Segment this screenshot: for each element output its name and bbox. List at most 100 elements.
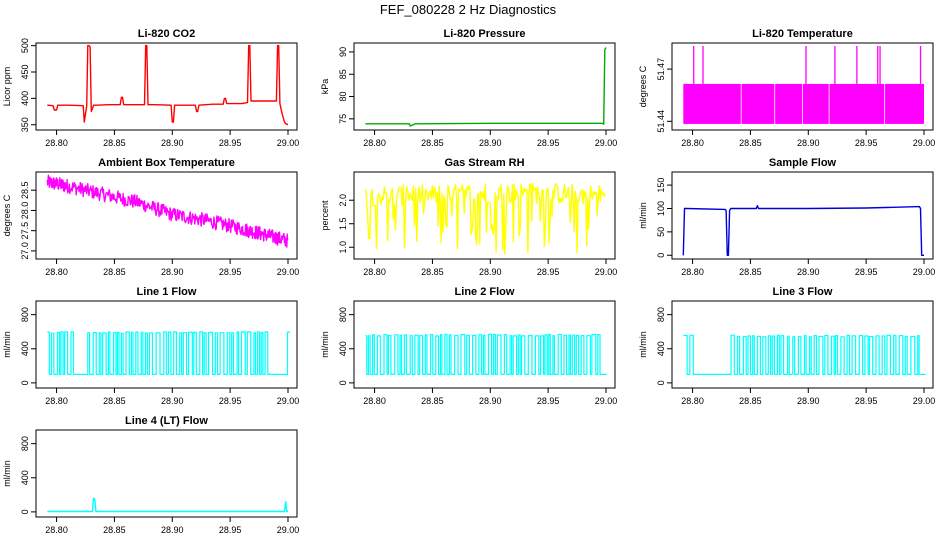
x-tick-label: 28.80 <box>681 267 704 277</box>
x-tick-label: 28.80 <box>681 138 704 148</box>
x-tick-label: 28.85 <box>103 267 126 277</box>
x-tick-label: 29.00 <box>595 267 618 277</box>
data-layer <box>364 182 606 255</box>
data-layer <box>682 204 924 257</box>
y-tick-label: 450 <box>20 64 30 79</box>
data-layer <box>365 333 607 375</box>
panel-co2: Li-820 CO2 Licor ppm 28.80 28.85 28.90 28.95 2… <box>2 28 299 148</box>
x-tick-label: 28.80 <box>363 267 386 277</box>
data-line <box>365 333 607 375</box>
y-tick-label: 0 <box>656 253 666 258</box>
y-tick-label: 28.5 <box>20 181 30 199</box>
chart-title: Line 4 (LT) Flow <box>125 415 208 427</box>
x-tick-label: 29.00 <box>595 138 618 148</box>
x-tick-label: 28.95 <box>219 138 242 148</box>
y-tick-label: 800 <box>20 436 30 451</box>
data-line <box>46 174 289 248</box>
x-tick-label: 28.85 <box>421 396 444 406</box>
y-tick-label: 85 <box>338 69 348 79</box>
y-axis-label: kPa <box>320 79 330 95</box>
y-tick-label: 150 <box>656 178 666 193</box>
x-tick-label: 28.85 <box>421 138 444 148</box>
y-tick-label: 400 <box>338 341 348 356</box>
y-axis-label: ml/min <box>2 460 12 487</box>
plot-frame <box>671 300 934 389</box>
x-tick-label: 28.85 <box>103 138 126 148</box>
y-tick-label: 27.0 <box>20 242 30 260</box>
plot-frame <box>35 429 298 518</box>
y-tick-label: 90 <box>338 47 348 57</box>
x-tick-label: 28.95 <box>855 267 878 277</box>
y-tick-label: 28.0 <box>20 202 30 220</box>
y-tick-label: 80 <box>338 92 348 102</box>
panel-pressure: Li-820 Pressure kPa 28.80 28.85 28.90 28.95 29… <box>320 28 617 148</box>
y-tick-label: 0 <box>20 509 30 514</box>
x-tick-label: 28.95 <box>855 138 878 148</box>
panel-box-temp: Ambient Box Temperature degrees C 28.80 28.… <box>2 157 299 277</box>
chart-title: Line 3 Flow <box>773 286 833 298</box>
y-axis-label: percent <box>320 200 330 231</box>
x-tick-label: 28.95 <box>537 138 560 148</box>
x-tick-label: 28.90 <box>161 525 184 535</box>
y-tick-label: 0 <box>20 380 30 385</box>
x-tick-label: 28.80 <box>363 138 386 148</box>
y-tick-label: 800 <box>20 307 30 322</box>
panel-line1-flow: Line 1 Flow ml/min 28.80 28.85 28.90 28.95 29.… <box>2 286 299 406</box>
plot-frame <box>35 42 298 131</box>
panel-line2-flow: Line 2 Flow ml/min 28.80 28.85 28.90 28.95 29.… <box>320 286 617 406</box>
data-layer <box>46 174 289 248</box>
y-axis-label: ml/min <box>320 331 330 358</box>
y-tick-label: 50 <box>656 227 666 237</box>
x-tick-label: 28.95 <box>219 267 242 277</box>
x-tick-label: 28.90 <box>797 396 820 406</box>
x-tick-label: 28.85 <box>103 396 126 406</box>
x-tick-label: 28.85 <box>103 525 126 535</box>
panel-line3-flow: Line 3 Flow ml/min 28.80 28.85 28.90 28.95 29.… <box>638 286 935 406</box>
y-tick-label: 51.44 <box>656 110 666 133</box>
data-band <box>683 83 924 124</box>
chart-title: Li-820 CO2 <box>138 28 195 40</box>
data-layer <box>47 497 288 513</box>
x-tick-label: 28.85 <box>421 267 444 277</box>
x-tick-label: 29.00 <box>913 138 936 148</box>
y-tick-label: 0 <box>656 380 666 385</box>
data-line <box>365 47 607 127</box>
x-tick-label: 28.80 <box>45 138 68 148</box>
data-layer <box>365 47 607 127</box>
chart-title: Li-820 Temperature <box>752 28 853 40</box>
x-tick-label: 28.90 <box>479 267 502 277</box>
x-tick-label: 28.90 <box>797 267 820 277</box>
y-tick-label: 51.47 <box>656 58 666 81</box>
data-layer <box>683 46 924 124</box>
y-tick-label: 400 <box>656 341 666 356</box>
x-tick-label: 29.00 <box>277 396 300 406</box>
y-axis-label: Licor ppm <box>2 67 12 107</box>
y-tick-label: 400 <box>20 91 30 106</box>
data-line <box>47 44 289 126</box>
x-tick-label: 28.95 <box>537 396 560 406</box>
data-layer <box>47 44 289 126</box>
y-tick-label: 1.0 <box>338 241 348 254</box>
chart-title: Line 2 Flow <box>455 286 515 298</box>
x-tick-label: 28.90 <box>161 267 184 277</box>
x-tick-label: 28.85 <box>739 267 762 277</box>
panel-licor-temp: Li-820 Temperature degrees C 28.80 28.85 28.… <box>638 28 935 148</box>
y-tick-label: 400 <box>20 470 30 485</box>
chart-title: Line 1 Flow <box>137 286 197 298</box>
x-tick-label: 28.90 <box>479 138 502 148</box>
y-tick-label: 350 <box>20 117 30 132</box>
y-tick-label: 75 <box>338 114 348 124</box>
chart-title: Gas Stream RH <box>444 157 524 169</box>
data-line <box>47 331 291 375</box>
chart-title: Sample Flow <box>769 157 837 169</box>
panel-line4-flow: Line 4 (LT) Flow ml/min 28.80 28.85 28.90 28.… <box>2 415 299 535</box>
chart-title: Li-820 Pressure <box>444 28 526 40</box>
y-axis-label: ml/min <box>638 202 648 229</box>
y-tick-label: 800 <box>656 307 666 322</box>
data-line <box>47 497 288 513</box>
y-tick-label: 400 <box>20 341 30 356</box>
x-tick-label: 28.90 <box>479 396 502 406</box>
x-tick-label: 28.95 <box>855 396 878 406</box>
plot-frame <box>353 42 616 131</box>
